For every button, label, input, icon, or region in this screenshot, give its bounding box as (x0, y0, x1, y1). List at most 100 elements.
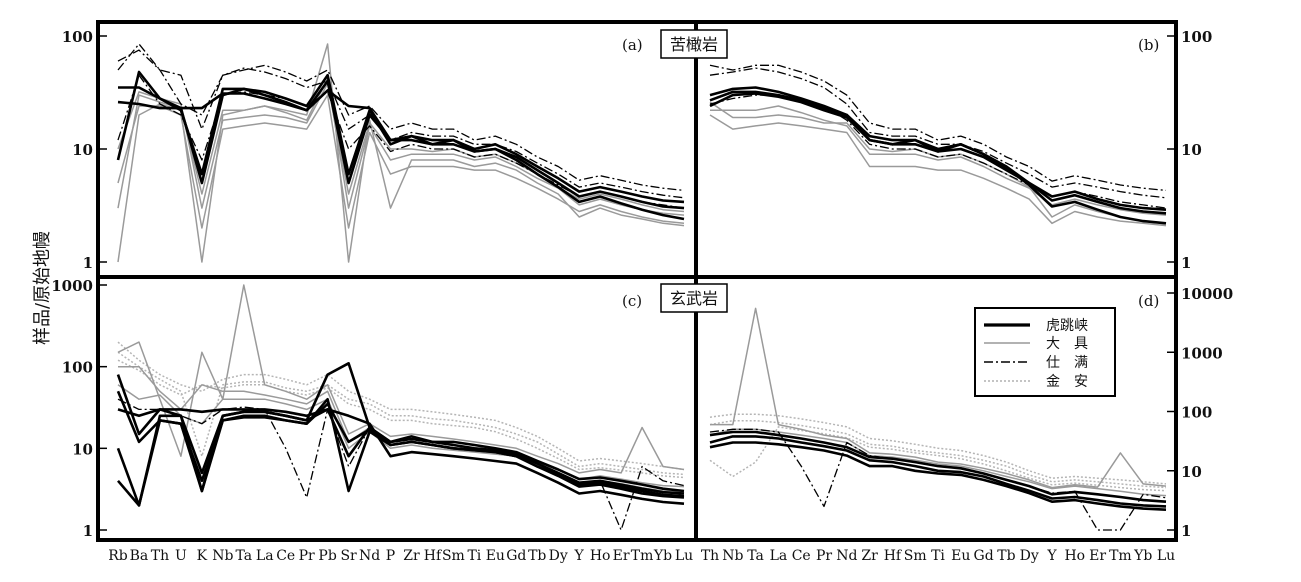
x-label-left-pb: Pb (318, 548, 336, 564)
y-tick-label-d-0: 10000 (1181, 285, 1233, 303)
x-label-left-k: K (197, 548, 208, 564)
series-line-c-9 (117, 341, 685, 471)
rock-label-basalt-text: 玄武岩 (670, 289, 718, 308)
x-label-right-lu: Lu (1157, 548, 1175, 564)
series-line-c-5 (117, 284, 685, 474)
series-line-b-2 (709, 90, 1167, 225)
x-label-right-sm: Sm (904, 548, 927, 564)
series-line-a-4 (117, 94, 685, 229)
y-tick-label-c-1: 100 (62, 359, 93, 377)
series-line-d-3 (709, 428, 1167, 497)
series-line-a-6 (117, 82, 685, 213)
x-label-left-sm: Sm (442, 548, 465, 564)
series-line-a-1 (118, 79, 685, 204)
series-line-d-6 (709, 413, 1167, 485)
series-line-a-8 (117, 49, 685, 199)
y-tick-label-b-1: 10 (1181, 141, 1202, 159)
series-line-c-8 (117, 398, 685, 531)
legend-label-daju: 大 具 (1046, 336, 1088, 352)
x-label-left-ba: Ba (130, 548, 149, 564)
x-label-right-hf: Hf (884, 548, 903, 564)
y-tick-label-a-2: 1 (83, 254, 93, 272)
x-label-left-lu: Lu (675, 548, 693, 564)
x-label-left-rb: Rb (108, 548, 128, 564)
series-line-b-1 (709, 92, 1167, 215)
rock-label-picrite: 苦橄岩 (660, 29, 728, 59)
panel-c: 1000 100 10 1 (51, 277, 685, 540)
y-tick-label-d-3: 10 (1181, 463, 1202, 481)
x-label-right-tm: Tm (1109, 548, 1132, 564)
series-line-d-2 (709, 441, 1167, 511)
y-tick-label-b-2: 1 (1181, 254, 1191, 272)
y-tick-label-b-0: 100 (1181, 28, 1212, 46)
legend-label-hutiaoxia: 虎跳峡 (1046, 318, 1088, 334)
panel-a: 100 10 1 (62, 28, 685, 272)
x-label-right-dy: Dy (1020, 548, 1039, 564)
series-line-d-1 (709, 435, 1167, 508)
series-line-b-3 (709, 114, 1167, 227)
x-label-left-nd: Nd (359, 548, 380, 564)
x-label-right-nd: Nd (836, 548, 857, 564)
series-line-c-4 (117, 408, 685, 505)
x-label-right-pr: Pr (816, 548, 832, 564)
rock-label-picrite-text: 苦橄岩 (670, 35, 718, 54)
y-tick-label-d-2: 100 (1181, 404, 1212, 422)
x-label-left-ho: Ho (590, 548, 611, 564)
x-label-right-tb: Tb (997, 548, 1015, 564)
rock-label-picrite-box (660, 29, 728, 59)
x-axis-labels-left: Rb Ba Th U K Nb Ta La Ce Pr Pb Sr Nd P Zr Hf Sm Ti Eu Gd Tb D… (108, 548, 693, 564)
x-label-left-th: Th (151, 548, 169, 564)
x-label-right-eu: Eu (951, 548, 970, 564)
x-label-left-ce: Ce (276, 548, 295, 564)
series-line-d-0 (709, 430, 1167, 503)
y-tick-label-c-0: 1000 (51, 277, 93, 295)
series-line-c-10 (117, 351, 685, 476)
series-line-a-2 (117, 89, 685, 221)
y-tick-label-a-0: 100 (62, 28, 93, 46)
x-label-left-y: Y (574, 548, 585, 564)
x-label-right-er: Er (1089, 548, 1106, 564)
x-label-left-eu: Eu (486, 548, 505, 564)
x-label-right-ti: Ti (931, 548, 945, 564)
x-label-left-tm: Tm (631, 548, 654, 564)
series-line-d-8 (709, 426, 1167, 492)
x-label-right-gd: Gd (974, 548, 994, 564)
x-label-left-nb: Nb (212, 548, 233, 564)
panel-label-d: (d) (1138, 292, 1159, 310)
y-tick-label-d-4: 1 (1181, 522, 1191, 540)
x-label-left-gd: Gd (506, 548, 526, 564)
x-label-left-er: Er (613, 548, 630, 564)
x-label-left-sr: Sr (340, 548, 357, 564)
series-line-d-7 (709, 419, 1167, 489)
x-label-left-yb: Yb (653, 548, 672, 564)
x-label-right-zr: Zr (861, 548, 878, 564)
x-axis-labels-right: Th Nb Ta La Ce Pr Nd Zr Hf Sm Ti Eu Gd Tb Dy Y Ho Er Tm Yb L… (701, 548, 1175, 564)
x-label-right-y: Y (1046, 548, 1057, 564)
panel-d: 10000 1000 100 10 1 (709, 285, 1233, 540)
panel-b: 100 10 1 (709, 28, 1212, 272)
x-label-left-hf: Hf (424, 548, 443, 564)
series-line-c-11 (117, 359, 685, 479)
x-label-left-pr: Pr (299, 548, 315, 564)
legend-label-shiman: 仕 满 (1046, 355, 1088, 371)
x-label-left-zr: Zr (403, 548, 420, 564)
x-label-right-yb: Yb (1133, 548, 1152, 564)
panel-label-c: (c) (622, 292, 642, 310)
legend: 虎跳峡 大 具 仕 满 金 安 (974, 307, 1116, 397)
x-label-left-dy: Dy (549, 548, 568, 564)
x-label-right-nb: Nb (722, 548, 743, 564)
y-tick-label-c-3: 1 (83, 522, 93, 540)
series-line-d-4 (710, 307, 1167, 489)
panel-label-b: (b) (1138, 36, 1159, 54)
y-tick-label-d-1: 1000 (1181, 344, 1223, 362)
series-line-b-4 (710, 105, 1167, 216)
y-tick-label-a-1: 10 (72, 141, 93, 159)
legend-box (974, 307, 1116, 397)
y-axis-label: 样品/原始地幔 (32, 231, 53, 345)
x-label-left-tb: Tb (528, 548, 546, 564)
x-label-right-ce: Ce (792, 548, 811, 564)
panel-label-a: (a) (622, 36, 643, 54)
rock-label-basalt: 玄武岩 (660, 283, 728, 313)
rock-label-basalt-box (660, 283, 728, 313)
